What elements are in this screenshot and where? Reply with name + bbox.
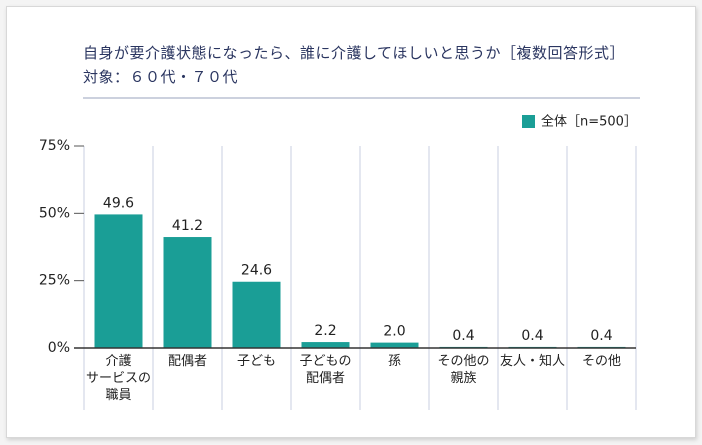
x-tick-label: 介護 サービスの 職員 — [85, 354, 151, 403]
y-tick-label: 75% — [39, 138, 70, 154]
value-label: 41.2 — [172, 218, 203, 234]
legend-label: 全体［n=500］ — [541, 114, 637, 130]
legend-swatch — [522, 115, 535, 128]
x-tick-label: その他 — [581, 354, 621, 369]
x-tick-label: 子ども — [236, 354, 276, 369]
chart-title: 自身が要介護状態になったら、誰に介護してほしいと思うか［複数回答形式］ — [83, 44, 626, 62]
value-label: 0.4 — [590, 328, 612, 344]
bar — [163, 237, 212, 348]
bar — [370, 342, 419, 348]
x-tick-label: 孫 — [387, 354, 401, 369]
value-label: 2.0 — [383, 324, 405, 340]
x-tick-label: 配偶者 — [167, 354, 207, 369]
bar — [94, 214, 143, 348]
value-label: 0.4 — [452, 328, 474, 344]
y-tick-label: 0% — [48, 340, 70, 356]
x-tick-label: 子どもの 配偶者 — [299, 354, 352, 386]
chart-subtitle: 対象：６０代・７０代 — [83, 68, 239, 86]
bar — [232, 281, 281, 348]
value-label: 0.4 — [521, 328, 543, 344]
value-label: 2.2 — [314, 323, 336, 339]
bar — [301, 342, 350, 348]
y-tick-label: 25% — [39, 273, 70, 289]
value-label: 24.6 — [241, 263, 272, 279]
y-tick-label: 50% — [39, 205, 70, 221]
x-tick-label: その他の 親族 — [437, 354, 490, 386]
value-label: 49.6 — [103, 195, 134, 211]
x-tick-label: 友人・知人 — [499, 354, 565, 369]
